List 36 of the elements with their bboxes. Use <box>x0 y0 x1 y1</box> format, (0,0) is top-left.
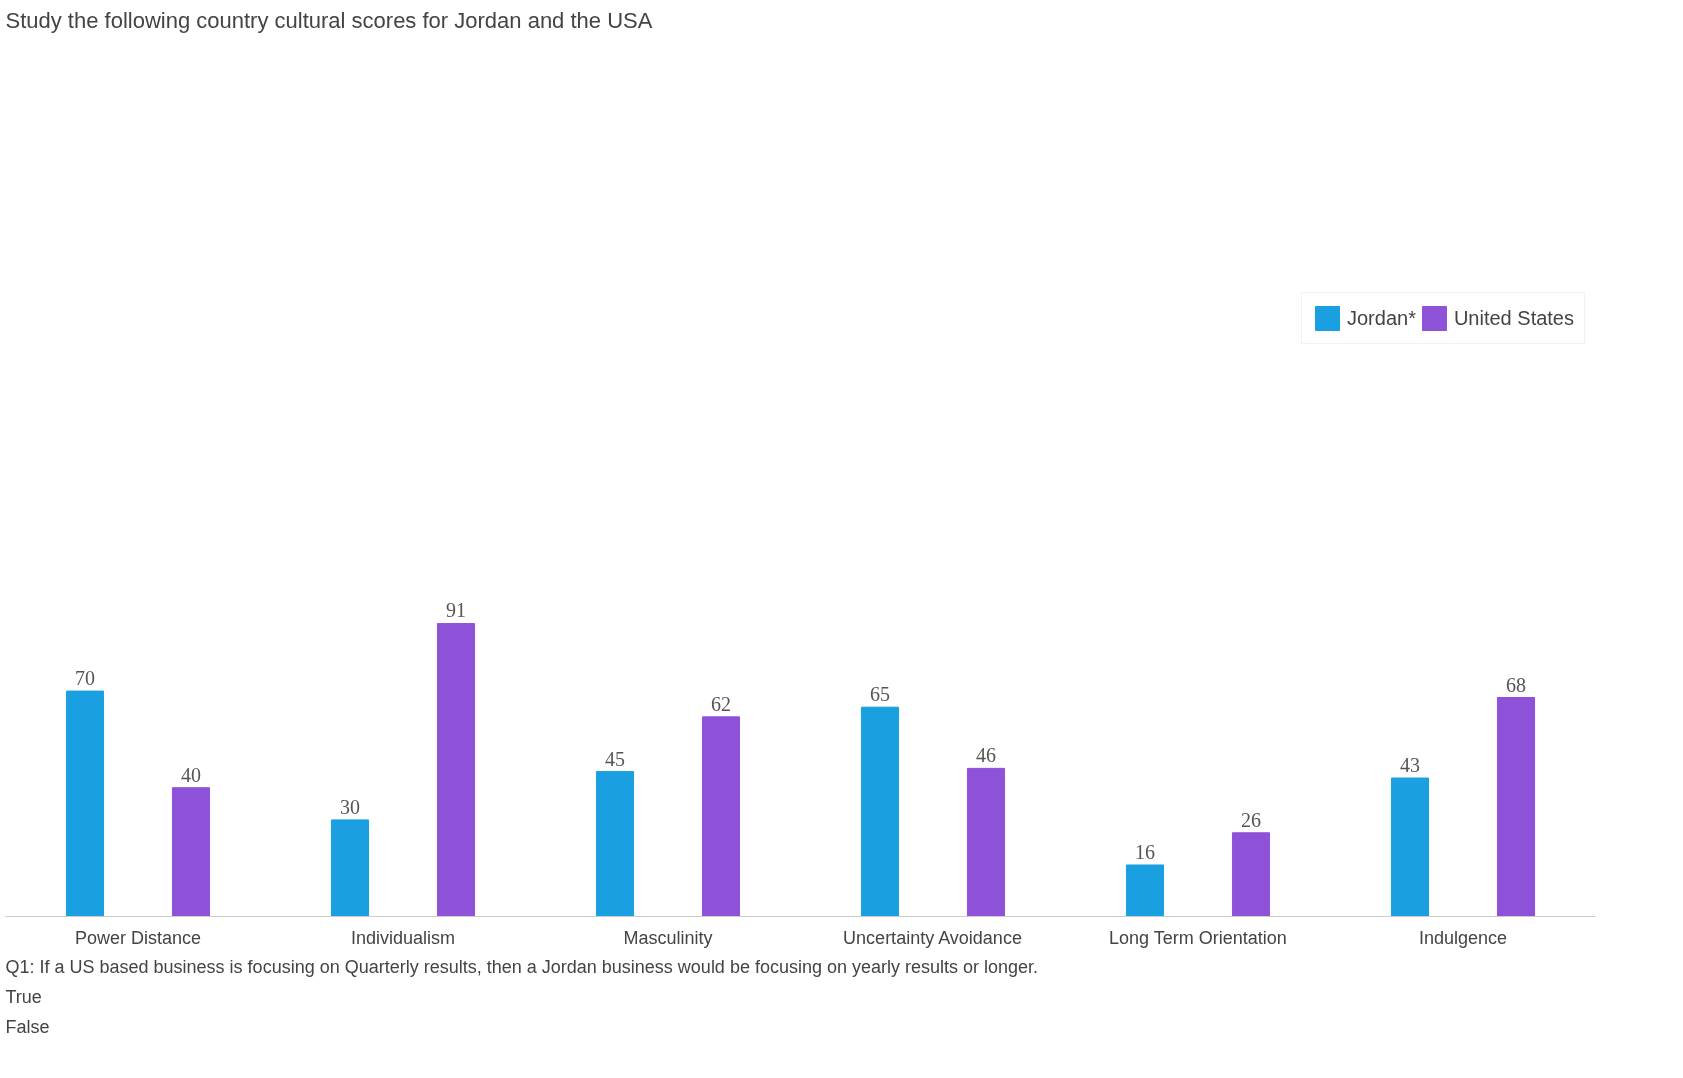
x-tick-label: Power Distance <box>74 927 202 948</box>
data-label: 30 <box>340 795 360 818</box>
bar <box>330 819 370 917</box>
legend-label: Jordan* <box>1346 306 1416 330</box>
data-label: 70 <box>75 667 95 690</box>
bar <box>860 706 900 917</box>
legend-label: United States <box>1453 306 1574 330</box>
data-label: 45 <box>605 747 625 770</box>
x-tick-label: Masculinity <box>623 927 713 948</box>
data-label: 40 <box>181 763 201 786</box>
bar <box>1231 832 1271 917</box>
text: False <box>5 1016 50 1037</box>
bar <box>1390 777 1430 917</box>
x-tick-label: Uncertainty Avoidance <box>843 927 1022 948</box>
data-label: 46 <box>976 744 996 767</box>
data-label: 62 <box>711 692 731 715</box>
bar <box>966 767 1006 917</box>
x-tick-label: Individualism <box>350 927 456 948</box>
text: Q1: If a US based business is focusing on Quarterly results, then a Jordan business would be focusing on yearly results or longer. <box>5 956 1039 977</box>
bar <box>1125 864 1165 917</box>
data-label: 91 <box>446 599 466 622</box>
bar <box>595 771 635 917</box>
bar <box>436 622 476 917</box>
x-tick-label: Indulgence <box>1418 927 1508 948</box>
x-tick-label: Long Term Orientation <box>1108 927 1287 948</box>
data-label: 68 <box>1506 673 1526 696</box>
text: True <box>5 986 42 1007</box>
data-label: 43 <box>1400 754 1420 777</box>
bar <box>1496 697 1536 917</box>
data-label: 26 <box>1241 808 1261 831</box>
data-label: 65 <box>870 683 890 706</box>
bar <box>65 690 105 917</box>
chart-title: Study the following country cultural scores for Jordan and the USA <box>5 7 653 33</box>
bar <box>171 787 211 917</box>
data-label: 16 <box>1135 840 1155 863</box>
bar <box>701 716 741 917</box>
